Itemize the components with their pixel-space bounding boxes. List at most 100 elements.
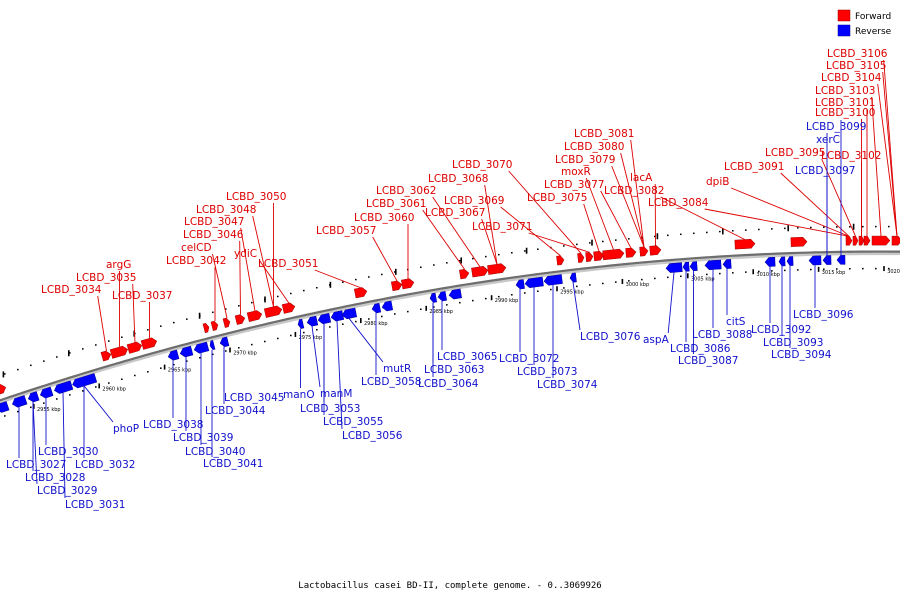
gene-label-lcbd-3106: LCBD_3106 <box>827 48 888 60</box>
track-dot <box>836 268 838 270</box>
track-dot <box>355 278 357 281</box>
gene-label-lcbd-3063: LCBD_3063 <box>424 364 484 376</box>
tick-mark <box>525 247 528 254</box>
track-dot <box>238 347 240 349</box>
track-dot <box>784 227 786 230</box>
track-dot <box>134 374 136 377</box>
track-dot <box>17 410 19 413</box>
gene-label-lcbd-3080: LCBD_3080 <box>564 141 624 153</box>
tick-mark <box>329 281 332 288</box>
track-dot <box>173 363 175 366</box>
track-dot <box>264 340 266 343</box>
gene-label-cits: citS <box>726 316 746 328</box>
track-dot <box>69 352 71 354</box>
reverse-gene <box>808 255 822 266</box>
reverse-gene <box>524 276 544 289</box>
track-dot <box>524 292 526 294</box>
tick-mark <box>98 383 100 389</box>
forward-gene <box>891 235 900 246</box>
reverse-gene <box>27 391 40 403</box>
track-dot <box>667 234 669 237</box>
reverse-gene <box>39 386 54 399</box>
tick-label: 2990 kbp <box>495 298 519 304</box>
label-connector <box>484 184 498 265</box>
track-dot <box>485 255 487 258</box>
track-dot <box>732 272 734 274</box>
reverse-gene <box>778 256 786 267</box>
tick-label: 2965 kbp <box>168 368 192 374</box>
gene-label-lcbd-3062: LCBD_3062 <box>376 185 436 197</box>
gene-label-lcbd-3031: LCBD_3031 <box>65 499 125 511</box>
forward-gene <box>109 345 128 359</box>
track-dot <box>745 229 747 231</box>
tick-label: 2955 kbp <box>37 407 61 413</box>
label-connector <box>660 196 746 241</box>
track-dot <box>823 268 825 270</box>
gene-label-lcbd-3045: LCBD_3045 <box>224 392 284 404</box>
track-dot <box>589 284 591 286</box>
track-dot <box>576 285 578 288</box>
track-dot <box>69 394 71 396</box>
gene-label-lcbd-3088: LCBD_3088 <box>692 329 752 341</box>
gene-label-lcbd-3065: LCBD_3065 <box>437 351 497 363</box>
gene-label-lcbd-3050: LCBD_3050 <box>226 191 286 203</box>
track-dot <box>745 271 747 273</box>
reverse-gene <box>54 380 74 394</box>
gene-label-lcbd-3042: LCBD_3042 <box>166 255 226 267</box>
track-dot <box>407 310 409 313</box>
track-dot <box>186 360 188 362</box>
gene-label-lcbd-3037: LCBD_3037 <box>112 290 172 302</box>
track-dot <box>888 267 890 270</box>
gene-label-laca: lacA <box>630 172 653 184</box>
reverse-gene <box>0 401 10 413</box>
label-connector <box>252 215 274 307</box>
gene-label-moxr: moxR <box>561 166 591 178</box>
forward-gene <box>263 305 283 318</box>
track-dot <box>459 259 461 262</box>
label-connector <box>611 165 645 247</box>
gene-label-lcbd-3051: LCBD_3051 <box>258 258 318 270</box>
gene-label-lcbd-3102: LCBD_3102 <box>821 150 881 162</box>
forward-gene <box>858 235 865 246</box>
track-dot <box>680 275 682 278</box>
reverse-gene <box>543 274 563 286</box>
genome-backbone <box>0 250 900 402</box>
legend: Forward Reverse <box>837 9 892 37</box>
forward-gene <box>871 235 891 246</box>
track-dot <box>368 318 370 320</box>
track-dot <box>121 336 123 338</box>
track-dot <box>485 297 487 300</box>
tick-mark <box>752 269 754 275</box>
track-dot <box>277 295 279 298</box>
track-dot <box>43 402 45 404</box>
gene-label-lcbd-3048: LCBD_3048 <box>196 204 256 216</box>
track-dot <box>680 233 682 236</box>
reverse-gene <box>12 395 28 408</box>
gene-label-dpib: dpiB <box>706 176 729 188</box>
track-dot <box>693 232 695 235</box>
tick-label: 3000 kbp <box>626 282 650 288</box>
forward-gene <box>353 287 368 299</box>
label-connector <box>83 385 114 423</box>
tick-mark <box>817 266 820 272</box>
track-dot <box>550 288 552 291</box>
reverse-gene <box>72 373 98 389</box>
forward-gene <box>625 247 637 258</box>
tick-mark <box>852 223 855 230</box>
gene-label-lcbd-3067: LCBD_3067 <box>425 207 485 219</box>
forward-gene <box>585 252 594 262</box>
label-connector <box>780 172 850 237</box>
gene-label-lcbd-3105: LCBD_3105 <box>826 60 886 72</box>
gene-label-lcbd-3070: LCBD_3070 <box>452 159 512 171</box>
track-dot <box>95 386 97 388</box>
label-connector <box>348 318 384 363</box>
gene-label-lcbd-3104: LCBD_3104 <box>821 72 882 84</box>
gene-label-lcbd-3075: LCBD_3075 <box>527 192 587 204</box>
gene-label-lcbd-3072: LCBD_3072 <box>499 353 559 365</box>
forward-gene <box>845 236 853 246</box>
gene-label-lcbd-3034: LCBD_3034 <box>41 284 102 296</box>
track-dot <box>160 367 162 369</box>
track-dot <box>43 360 45 362</box>
forward-gene <box>471 266 489 278</box>
